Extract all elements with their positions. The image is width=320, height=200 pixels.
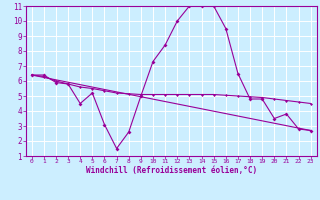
X-axis label: Windchill (Refroidissement éolien,°C): Windchill (Refroidissement éolien,°C) [86, 166, 257, 175]
